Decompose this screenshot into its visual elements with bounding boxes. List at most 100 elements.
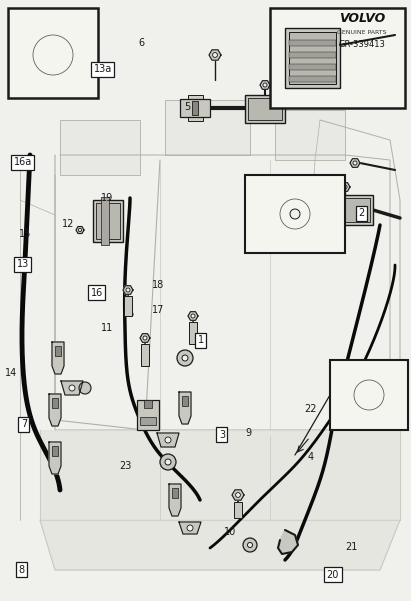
- Bar: [188, 95, 203, 121]
- Bar: [8, 8, 98, 98]
- Polygon shape: [76, 227, 84, 233]
- Text: 20: 20: [327, 570, 339, 579]
- Polygon shape: [188, 312, 198, 320]
- Polygon shape: [387, 25, 403, 39]
- Bar: [189, 322, 197, 344]
- Circle shape: [236, 493, 240, 498]
- Polygon shape: [40, 520, 400, 570]
- Bar: [289, 52, 336, 58]
- Circle shape: [177, 350, 193, 366]
- Text: 11: 11: [101, 323, 113, 332]
- Circle shape: [263, 83, 267, 87]
- Circle shape: [347, 373, 391, 417]
- Bar: [289, 76, 336, 82]
- Bar: [101, 197, 109, 245]
- Bar: [180, 99, 210, 117]
- Text: 6: 6: [139, 38, 145, 48]
- Circle shape: [165, 437, 171, 443]
- Bar: [289, 32, 336, 84]
- Bar: [248, 98, 282, 120]
- Bar: [182, 396, 188, 406]
- Bar: [234, 502, 242, 518]
- Circle shape: [25, 27, 81, 83]
- Text: 22: 22: [304, 404, 316, 413]
- Polygon shape: [260, 81, 270, 90]
- Bar: [328, 195, 373, 225]
- Circle shape: [126, 288, 130, 292]
- Text: 16a: 16a: [14, 157, 32, 167]
- Text: 17: 17: [152, 305, 164, 314]
- Circle shape: [287, 206, 303, 222]
- Polygon shape: [123, 285, 133, 294]
- Circle shape: [160, 454, 176, 470]
- Polygon shape: [49, 394, 61, 426]
- Bar: [140, 417, 156, 425]
- Bar: [289, 40, 336, 46]
- Text: 19: 19: [101, 194, 113, 203]
- Circle shape: [43, 45, 63, 65]
- Bar: [275, 110, 345, 160]
- Bar: [124, 296, 132, 316]
- Bar: [60, 120, 140, 175]
- Circle shape: [243, 538, 257, 552]
- Bar: [289, 64, 336, 70]
- Polygon shape: [209, 50, 221, 60]
- Polygon shape: [140, 334, 150, 343]
- Polygon shape: [40, 430, 400, 520]
- Bar: [55, 346, 61, 356]
- Circle shape: [165, 459, 171, 465]
- Circle shape: [273, 192, 317, 236]
- Circle shape: [79, 382, 91, 394]
- Text: 14: 14: [5, 368, 18, 377]
- Circle shape: [143, 336, 147, 340]
- Circle shape: [343, 185, 347, 189]
- Bar: [330, 360, 408, 430]
- Polygon shape: [49, 442, 61, 474]
- Text: VOLVO: VOLVO: [339, 11, 385, 25]
- Polygon shape: [179, 392, 191, 424]
- Text: 15: 15: [18, 230, 31, 239]
- Circle shape: [182, 355, 188, 361]
- Text: 12: 12: [62, 219, 74, 229]
- Polygon shape: [179, 522, 201, 534]
- Circle shape: [69, 385, 75, 391]
- Text: 1: 1: [198, 335, 203, 345]
- Bar: [192, 101, 198, 115]
- Text: 10: 10: [224, 527, 236, 537]
- Bar: [245, 175, 345, 253]
- Bar: [52, 446, 58, 456]
- Bar: [93, 200, 123, 242]
- Circle shape: [247, 543, 252, 548]
- Text: GR-339413: GR-339413: [338, 40, 385, 49]
- Polygon shape: [52, 342, 64, 374]
- Circle shape: [212, 53, 217, 58]
- Text: 23: 23: [119, 461, 132, 471]
- Polygon shape: [340, 183, 350, 191]
- Bar: [285, 28, 340, 88]
- Circle shape: [79, 228, 82, 231]
- Text: 8: 8: [18, 565, 24, 575]
- Bar: [141, 344, 149, 366]
- Text: GENUINE PARTS: GENUINE PARTS: [337, 29, 386, 35]
- Circle shape: [187, 525, 193, 531]
- Bar: [96, 203, 120, 239]
- Text: 16: 16: [90, 288, 103, 297]
- Circle shape: [290, 209, 300, 219]
- Polygon shape: [278, 530, 298, 554]
- Circle shape: [361, 387, 377, 403]
- Text: 2: 2: [358, 209, 365, 218]
- Text: 21: 21: [345, 542, 358, 552]
- Text: 7: 7: [21, 419, 27, 429]
- Text: 18: 18: [152, 281, 164, 290]
- Polygon shape: [61, 381, 83, 395]
- Bar: [137, 400, 159, 430]
- Bar: [331, 198, 370, 222]
- Bar: [245, 95, 285, 123]
- Bar: [144, 400, 152, 408]
- Text: 13a: 13a: [94, 64, 112, 74]
- Bar: [172, 488, 178, 498]
- Text: 5: 5: [184, 102, 190, 112]
- Circle shape: [353, 161, 357, 165]
- Polygon shape: [169, 484, 181, 516]
- Polygon shape: [157, 433, 179, 447]
